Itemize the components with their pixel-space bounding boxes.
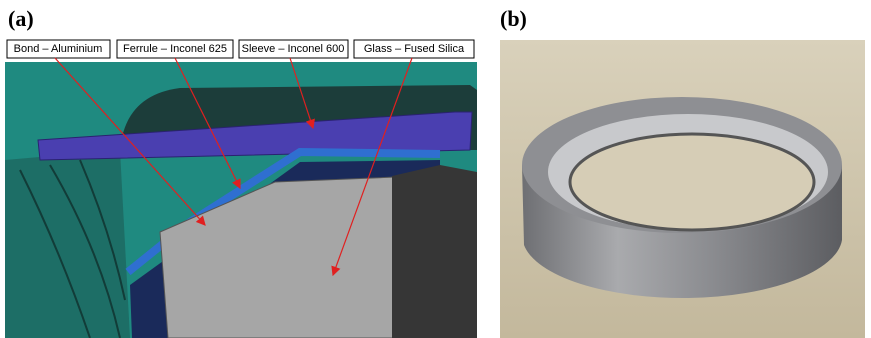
callout-label: Bond – Aluminium bbox=[14, 43, 103, 55]
callout-label: Sleeve – Inconel 600 bbox=[242, 43, 345, 55]
callout-label: Glass – Fused Silica bbox=[364, 43, 465, 55]
callout-label: Ferrule – Inconel 625 bbox=[123, 43, 227, 55]
cad-drawing bbox=[5, 62, 477, 338]
photo bbox=[500, 40, 865, 338]
panel-label: (a) bbox=[8, 6, 34, 31]
panel-label: (b) bbox=[500, 6, 527, 31]
figure: (a) (b) Bond – Aluminium Ferrule – Incon… bbox=[0, 0, 871, 338]
